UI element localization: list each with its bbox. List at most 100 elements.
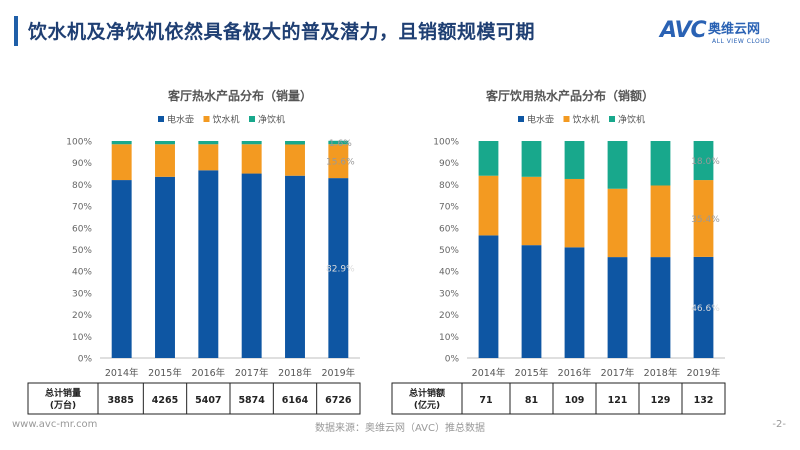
chart-1-table-frame [27,382,361,415]
chart-2-table-value: 81 [525,395,538,406]
chart-1-bar-0-5 [328,178,349,358]
chart-2-xtick-label: 2016年 [558,367,592,379]
chart-1-bar-2-3 [241,141,262,145]
chart-1-bar-1-3 [241,144,262,174]
chart-2-bar-1-2 [564,178,585,248]
chart-1-bar-1-1 [155,144,175,177]
chart-1-table-header-line1: 总计销量 [45,387,81,399]
chart-2-bar-0-5 [693,256,714,358]
chart-2-xtick-label: 2015年 [515,367,549,379]
chart-2-table-value: 71 [479,395,492,406]
chart-2-ytick-label: 10% [439,333,459,343]
chart-2-legend-label: 净饮机 [618,114,645,126]
chart-1-table-value: 3885 [107,395,133,406]
chart-2-ytick-label: 70% [439,203,459,213]
chart-2-ytick-label: 40% [439,268,459,278]
chart-2-bar-1-0 [478,175,499,236]
chart-2-ytick-label: 30% [439,289,459,299]
chart-1-table-value: 4265 [152,395,178,406]
chart-1-ytick-label: 60% [72,224,92,234]
chart-1-ytick-label: 50% [72,246,92,256]
chart-1-title: 客厅热水产品分布（销量） [167,88,312,103]
chart-1-xtick-label: 2018年 [278,367,312,379]
chart-2-data-label: 46.6% [691,304,720,314]
chart-2-xtick-label: 2018年 [644,367,678,379]
chart-1-ytick-label: 0% [78,355,93,365]
chart-1-bar-0-2 [198,170,219,358]
chart-1-table-value: 5874 [238,395,265,406]
chart-1-xtick-label: 2019年 [321,367,355,379]
chart-1-ytick-label: 100% [66,138,92,148]
chart-2-bar-0-0 [478,235,499,358]
chart-1-data-label: 1.6% [329,139,352,149]
chart-2-title: 客厅饮用热水产品分布（销额） [485,88,654,103]
chart-2-table-header-line2: (亿元) [414,399,440,411]
chart-2-bar-2-0 [478,141,499,176]
chart-2-bar-2-5 [693,141,714,181]
chart-2-bar-0-1 [521,245,542,358]
chart-2-bar-0-2 [564,247,585,358]
chart-1-table-value: 5407 [195,395,221,406]
chart-2-bar-2-2 [564,141,585,179]
chart-1-ytick-label: 30% [72,289,92,299]
chart-2-ytick-label: 80% [439,181,459,191]
chart-1-xtick-label: 2015年 [148,367,182,379]
chart-1-legend-label: 净饮机 [258,114,285,126]
chart-2-table-value: 132 [694,395,714,406]
chart-2-bar-1-3 [607,188,628,258]
chart-2-bar-1-5 [693,180,714,257]
chart-1-bar-0-3 [241,173,262,358]
chart-2-bar-2-4 [650,141,671,186]
chart-1-ytick-label: 90% [72,159,92,169]
chart-1-table-value: 6164 [282,395,309,406]
chart-2-bar-1-1 [521,176,542,246]
chart-1-bar-2-2 [198,141,219,145]
chart-2-data-label: 35.4% [691,215,720,225]
chart-2-legend-label: 电水壶 [527,114,554,126]
chart-1-table-header-line2: (万台) [50,399,76,411]
chart-1-ytick-label: 70% [72,203,92,213]
chart-2-legend-label: 饮水机 [573,114,600,126]
chart-2-data-label: 18.0% [691,157,720,167]
chart-1-bar-1-0 [111,144,132,181]
chart-2-table-value: 109 [565,395,585,406]
chart-1-bar-0-4 [285,175,305,358]
chart-2-legend-swatch [609,116,615,122]
chart-2-ytick-label: 50% [439,246,459,256]
chart-1-bar-0-1 [155,176,175,358]
chart-1-xtick-label: 2017年 [235,367,269,379]
avc-logo: AVC 奥维云网 ALL VIEW CLOUD [660,12,788,52]
chart-1-ytick-label: 80% [72,181,92,191]
chart-2-table-header-line1: 总计销额 [409,387,445,399]
chart-1-bar-1-5 [328,144,349,179]
chart-1-bar-2-5 [328,140,349,145]
chart-1-xtick-label: 2014年 [105,367,139,379]
chart-2-xtick-label: 2014年 [472,367,506,379]
chart-2-legend-swatch [518,116,524,122]
chart-2-xtick-label: 2017年 [601,367,635,379]
chart-2-bar-2-1 [521,141,542,177]
chart-1-ytick-label: 20% [72,311,92,321]
chart-2-ytick-label: 100% [433,138,459,148]
chart-1-ytick-label: 40% [72,268,92,278]
chart-1-legend-swatch [203,116,210,122]
footer-source: 数据来源：奥维云网（AVC）推总数据 [314,423,486,434]
chart-1-legend-label: 电水壶 [167,114,194,126]
chart-2-legend-swatch [563,116,570,122]
chart-2-bar-0-4 [650,257,671,358]
footer-url: www.avc-mr.com [12,419,98,430]
chart-2-table-value: 121 [608,395,628,406]
chart-1-bar-2-1 [155,141,175,145]
chart-1-legend-swatch [158,116,164,122]
page-number: -2- [772,419,786,430]
chart-2-bar-1-4 [650,185,671,258]
chart-1-data-label: 15.6% [326,158,355,168]
chart-1-bar-2-0 [111,141,132,145]
chart-2-xtick-label: 2019年 [687,367,721,379]
chart-1-bar-1-4 [285,144,305,176]
chart-2-ytick-label: 90% [439,159,459,169]
title-accent-bar [14,16,18,46]
chart-1-legend-swatch [249,116,255,122]
chart-1-bar-1-2 [198,144,219,171]
